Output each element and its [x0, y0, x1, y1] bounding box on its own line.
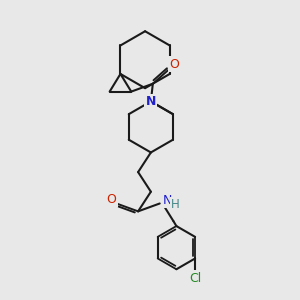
- Text: N: N: [163, 194, 172, 207]
- Text: H: H: [171, 198, 180, 211]
- Text: N: N: [146, 95, 156, 108]
- Text: Cl: Cl: [189, 272, 201, 285]
- Text: O: O: [107, 193, 116, 206]
- Text: N: N: [146, 95, 156, 108]
- Text: O: O: [169, 58, 179, 70]
